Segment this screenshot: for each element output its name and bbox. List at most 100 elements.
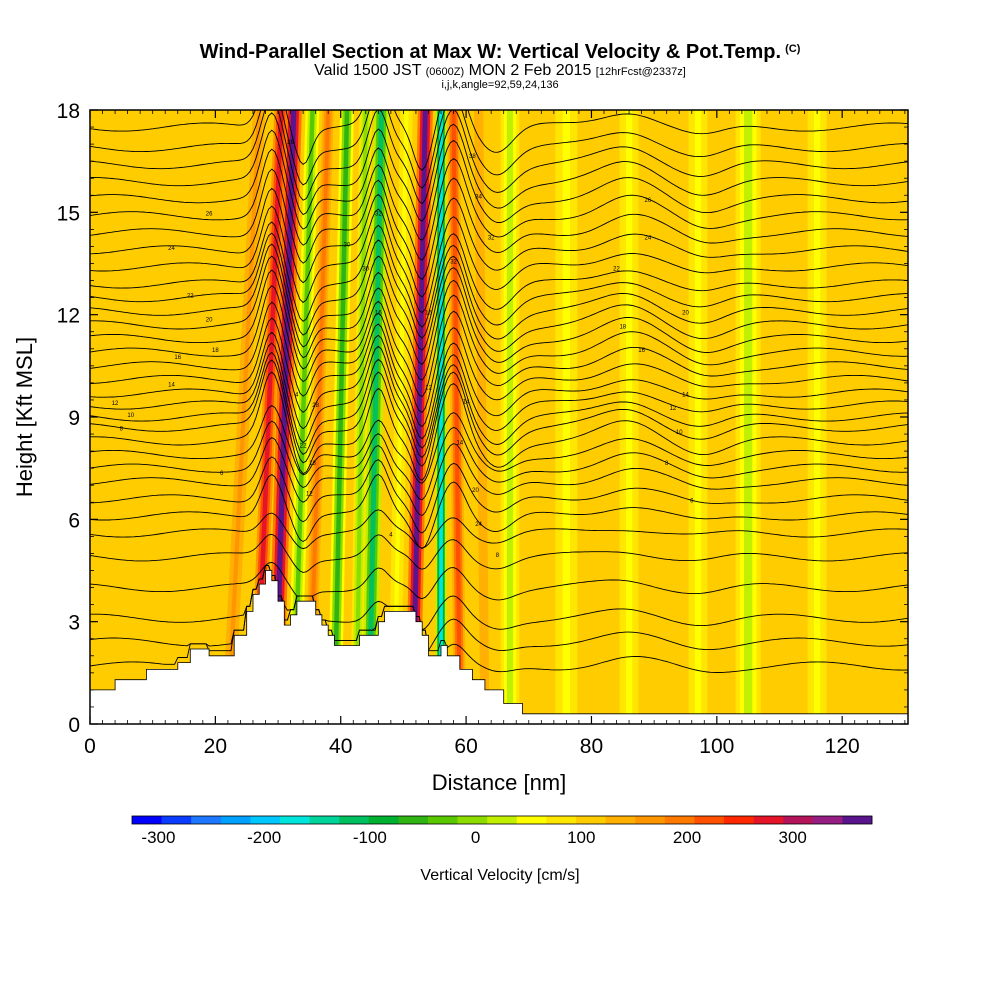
contour-label: 14 <box>463 399 470 405</box>
y-tick-label: 15 <box>57 202 80 225</box>
chart-title: Wind-Parallel Section at Max W: Vertical… <box>199 41 801 63</box>
theta-contour-line <box>90 564 908 652</box>
colorbar-swatch <box>161 816 192 824</box>
contour-label: 8 <box>496 553 500 559</box>
contour-label: 34 <box>475 195 482 201</box>
contour-label: 24 <box>168 246 175 252</box>
contour-label: 32 <box>450 260 457 266</box>
terrain <box>90 570 908 724</box>
theta-contour-line <box>90 269 908 381</box>
contour-label: 12 <box>112 401 119 407</box>
theta-contour-line <box>90 561 908 601</box>
contour-label: 32 <box>488 236 495 242</box>
chart-indices: i,j,k,angle=92,59,24,136 <box>441 79 559 91</box>
chart-subtitle: Valid 1500 JST (0600Z) MON 2 Feb 2015 [1… <box>314 62 686 79</box>
field-band-layer <box>506 110 514 724</box>
field-background <box>90 110 908 724</box>
colorbar-swatch <box>368 816 399 824</box>
colorbar-swatch <box>280 816 310 824</box>
field-band <box>555 110 578 724</box>
contour-label: 14 <box>456 440 463 446</box>
field-band <box>387 110 413 724</box>
theta-contour-line <box>90 371 908 481</box>
field-band <box>735 110 761 724</box>
y-tick-label: 12 <box>57 305 80 328</box>
contour-label: 30 <box>344 242 351 248</box>
contour-label: 16 <box>375 311 382 317</box>
colorbar-swatch <box>605 816 636 824</box>
contour-label: 4 <box>295 393 299 399</box>
theta-contour-line <box>90 110 908 189</box>
field-band-layer <box>307 110 331 724</box>
colorbar-swatch <box>753 816 784 824</box>
contour-label: 30 <box>362 266 369 272</box>
field-band <box>807 110 827 724</box>
theta-contour-line <box>90 255 908 365</box>
theta-contour-line <box>90 533 908 573</box>
colorbar-label: Vertical Velocity [cm/s] <box>420 867 579 884</box>
terrain-polygon <box>90 570 908 724</box>
theta-contour-line <box>90 473 908 550</box>
colorbar-swatch <box>132 816 162 824</box>
theta-contour-line <box>90 564 908 631</box>
field-band-layer <box>391 110 409 724</box>
contour-label: 6 <box>220 471 224 477</box>
contour-label: 20 <box>206 317 213 323</box>
contour-label: 20 <box>682 311 689 317</box>
theta-contours <box>90 110 908 673</box>
field-band-layer <box>625 110 633 724</box>
field-band <box>619 110 639 724</box>
velocity-field <box>90 110 908 724</box>
theta-contour-line <box>90 317 908 428</box>
contour-label: 32 <box>375 212 382 218</box>
theta-contour-line <box>90 509 908 550</box>
theta-contour-line <box>90 221 908 328</box>
y-tick-label: 6 <box>68 509 80 532</box>
colorbar-swatch <box>220 816 251 824</box>
colorbar-swatch <box>487 816 518 824</box>
colorbar-swatch <box>576 816 606 824</box>
field-band-layer <box>744 110 753 724</box>
field-band <box>221 110 266 724</box>
theta-contour-line <box>90 187 908 298</box>
contour-label: 14 <box>682 393 689 399</box>
contour-label: 22 <box>613 266 620 272</box>
x-tick-label: 100 <box>699 735 734 758</box>
colorbar-frame <box>131 815 873 825</box>
contour-label: 12 <box>306 491 313 497</box>
colorbar-tick-label: 300 <box>779 828 807 847</box>
contour-label: 26 <box>206 212 213 218</box>
theta-contour-line <box>90 456 908 534</box>
colorbar-swatch <box>694 816 725 824</box>
x-tick-label: 0 <box>84 735 96 758</box>
field-band-layer <box>814 110 821 724</box>
theta-contour-line <box>90 437 908 517</box>
contour-label: 28 <box>287 140 294 146</box>
contour-label: 28 <box>312 403 319 409</box>
y-tick-label: 18 <box>57 100 80 123</box>
field-band <box>303 110 334 724</box>
colorbar-swatch <box>812 816 843 824</box>
field-band <box>361 110 389 724</box>
field-band-layer <box>225 110 262 724</box>
contour-label: 12 <box>670 406 677 412</box>
contour-label: 14 <box>168 382 175 388</box>
x-tick-label: 20 <box>204 735 227 758</box>
theta-contour-labels: 8 10 12 14 16 18 20 22 24 26 28 4 22 28 18 12 30 30 32 16 4 1… <box>112 140 694 559</box>
theta-contour-line <box>90 148 908 261</box>
contour-label: 16 <box>174 355 181 361</box>
colorbar-swatch <box>546 816 577 824</box>
field-band <box>435 110 447 724</box>
colorbar-tick-label: 0 <box>471 828 480 847</box>
field-band-layer <box>694 110 702 724</box>
field-band <box>405 110 433 724</box>
contour-label: 16 <box>425 311 432 317</box>
field-band-layer <box>562 110 571 724</box>
theta-contour-line <box>90 285 908 398</box>
contour-label: 18 <box>619 324 626 330</box>
colorbar-swatch <box>250 816 281 824</box>
colorbar-tick-label: -200 <box>247 828 281 847</box>
field-band <box>500 110 520 724</box>
y-axis-label: Height [Kft MSL] <box>12 337 37 497</box>
